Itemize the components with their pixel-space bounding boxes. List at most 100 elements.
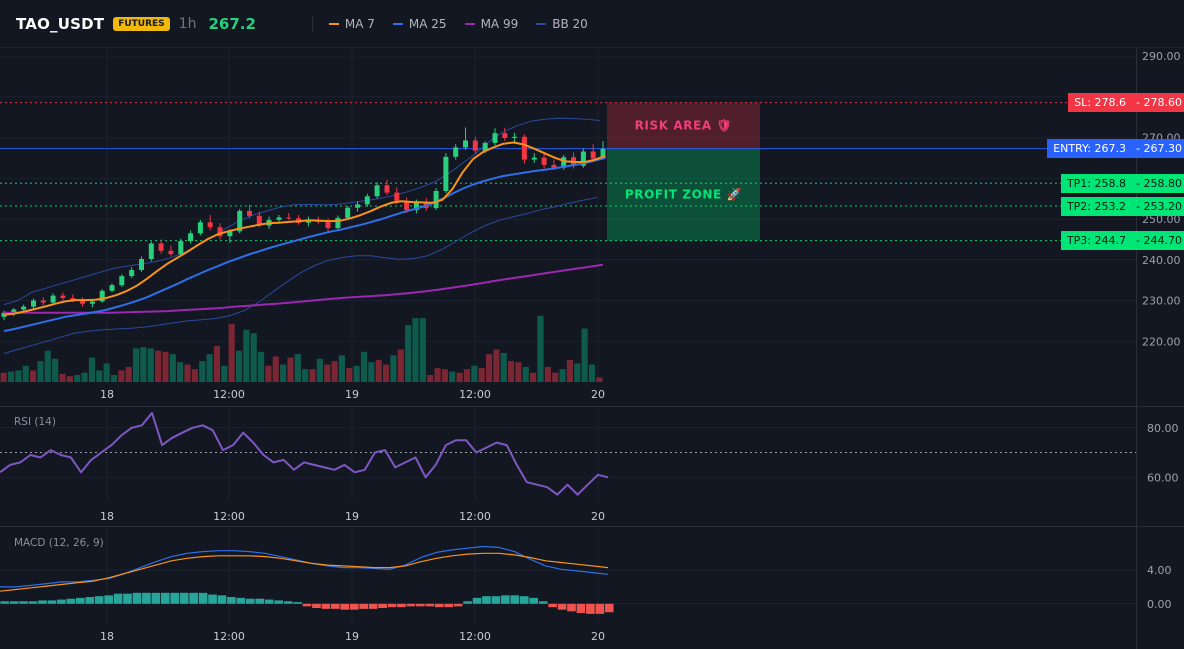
macd-histogram-bar: [0, 601, 10, 604]
macd-histogram-bar: [425, 603, 435, 607]
volume-bar: [280, 364, 287, 382]
legend-bb20-label: BB 20: [552, 16, 588, 31]
volume-bar: [360, 351, 368, 382]
timeframe-label[interactable]: 1h: [178, 15, 197, 32]
futures-badge: FUTURES: [113, 16, 170, 31]
macd-histogram-bar: [406, 603, 416, 607]
volume-bar: [566, 359, 573, 382]
x-tick-label: 12:00: [459, 510, 491, 523]
price-tick-label: 220.00: [1142, 335, 1181, 348]
volume-bar: [96, 370, 103, 382]
rsi-title: RSI (14): [14, 416, 56, 428]
candle-body: [384, 185, 390, 193]
volume-bar: [471, 365, 478, 382]
macd-histogram-bar: [482, 596, 491, 604]
volume-bar: [552, 372, 559, 382]
legend-ma25[interactable]: MA 25: [392, 17, 447, 31]
volume-bar: [588, 364, 596, 382]
trading-chart[interactable]: 18 12:00 19 12:00 20 18 12:00 19 12:00 20 18 12:00 1…: [0, 48, 1184, 649]
volume-bar: [7, 371, 15, 382]
volume-bar: [324, 364, 331, 382]
chart-header: TAO_USDT FUTURES 1h 267.2 MA 7 MA 25 MA …: [0, 0, 1184, 48]
price-tick-label: 240.00: [1142, 254, 1181, 267]
candle-body: [325, 221, 331, 228]
volume-bar: [199, 361, 206, 382]
volume-bar: [544, 366, 551, 382]
x-tick-label: 20: [591, 388, 605, 401]
candle-body: [590, 151, 596, 159]
candle-body: [21, 306, 27, 310]
legend-ma99[interactable]: MA 99: [464, 17, 518, 31]
volume-bar: [140, 347, 147, 382]
profit-zone-label: PROFIT ZONE 🚀: [625, 188, 742, 202]
macd-histogram-bar: [595, 603, 605, 614]
candle-body: [482, 142, 488, 151]
volume-bar: [302, 369, 309, 382]
volume-bar: [559, 369, 566, 382]
volume-bar: [449, 371, 456, 382]
legend-ma7[interactable]: MA 7: [328, 16, 375, 31]
risk-area-zone: [607, 102, 760, 149]
candle-body: [188, 233, 194, 241]
candle-body: [50, 295, 56, 303]
macd-histogram-bar: [264, 599, 274, 604]
volume-bar: [15, 370, 22, 382]
volume-bar: [22, 365, 29, 382]
rsi-tick-label: 80.00: [1147, 422, 1179, 435]
volume-bar: [169, 354, 176, 382]
candle-body: [217, 227, 223, 237]
candle-body: [168, 250, 174, 255]
macd-histogram-bar: [28, 601, 38, 604]
volume-bar: [118, 370, 125, 382]
ma25-line: [3, 156, 607, 333]
volume-bar: [478, 368, 485, 382]
x-tick-label: 20: [591, 510, 605, 523]
candle-body: [492, 133, 498, 143]
x-tick-label: 19: [345, 388, 359, 401]
volume-bar: [287, 357, 294, 382]
macd-histogram-bar: [38, 600, 47, 604]
macd-histogram-bar: [529, 597, 539, 604]
volume-bar: [441, 369, 448, 382]
price-tick-label: 250.00: [1142, 213, 1181, 226]
candle-body: [512, 136, 518, 138]
x-tick-label: 12:00: [459, 630, 491, 643]
candle-body: [148, 243, 154, 259]
candle-body: [443, 156, 449, 191]
legend-ma7-label: MA 7: [344, 16, 375, 31]
volume-bar: [74, 375, 81, 382]
profit-zone: [607, 148, 760, 241]
volume-bar: [191, 369, 198, 382]
volume-bar: [132, 348, 140, 382]
volume-bar: [382, 364, 390, 382]
volume-bar: [427, 375, 434, 382]
price-tick-label: 260.00: [1142, 172, 1181, 185]
volume-bar: [574, 363, 581, 382]
macd-histogram-bar: [548, 603, 557, 608]
candle-body: [89, 301, 95, 304]
candle-body: [502, 133, 508, 138]
macd-histogram-bar: [217, 595, 227, 604]
volume-bar: [434, 368, 441, 382]
rsi-tick-label: 60.00: [1147, 471, 1179, 484]
x-tick-label: 19: [345, 510, 359, 523]
volume-bar: [485, 354, 493, 382]
ma7-line: [3, 141, 606, 316]
risk-area-label: RISK AREA 🛡: [635, 119, 733, 133]
bb20-swatch: [536, 22, 547, 25]
candle-body: [119, 276, 125, 286]
price-tick-label: 280.00: [1142, 91, 1181, 104]
volume-bar: [243, 329, 250, 382]
macd-histogram-bar: [387, 603, 397, 608]
macd-histogram-bar: [349, 603, 359, 610]
volume-bar: [110, 375, 118, 382]
x-tick-label: 20: [591, 630, 605, 643]
macd-tick-label: 0.00: [1147, 598, 1172, 611]
macd-histogram-bar: [9, 601, 19, 604]
legend-bb20[interactable]: BB 20: [536, 17, 588, 31]
macd-histogram-bar: [179, 592, 189, 604]
volume-bar: [515, 362, 522, 382]
macd-signal-line: [0, 552, 609, 592]
volume-bar: [508, 361, 515, 382]
symbol-name[interactable]: TAO_USDT: [16, 14, 105, 33]
